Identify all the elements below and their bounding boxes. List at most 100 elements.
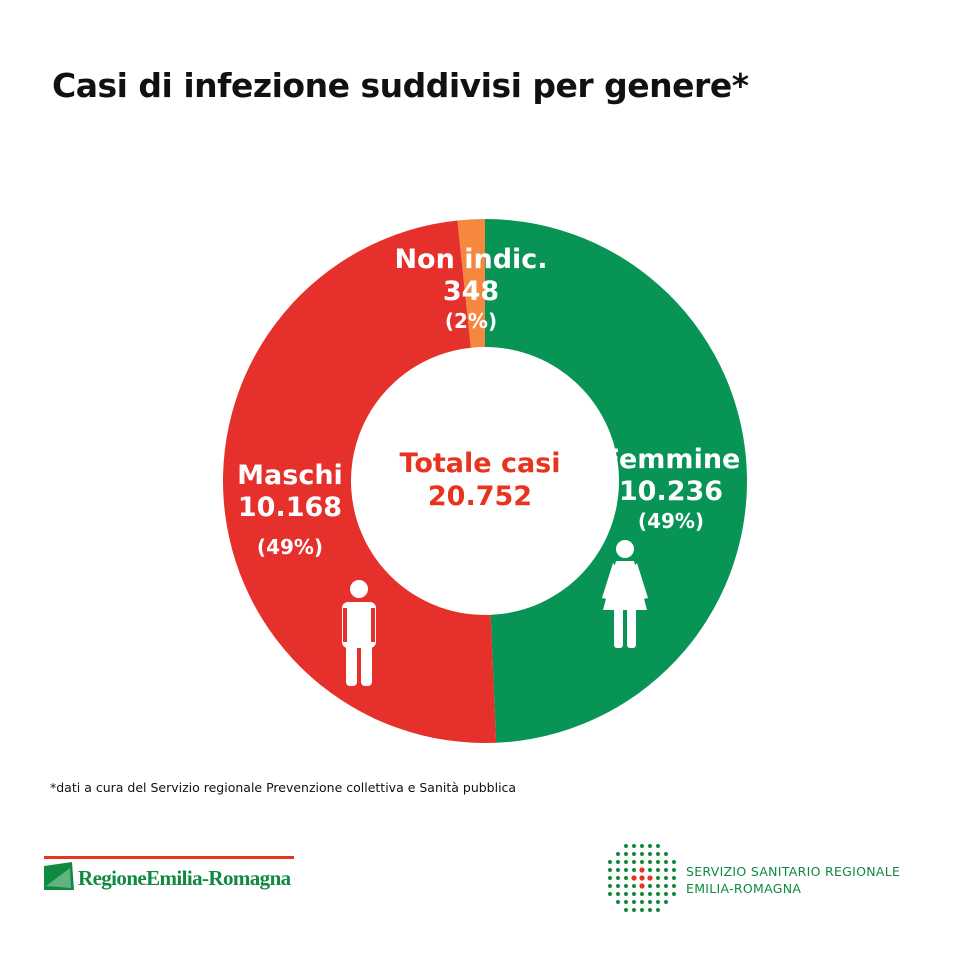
slice-percent-maschi: (49%) (256, 534, 324, 559)
donut-slice-non-indic (457, 219, 485, 348)
ssr-logo-dot (656, 844, 660, 848)
ssr-logo-dot (656, 884, 660, 888)
total-cases-value: 20.752 (427, 480, 533, 512)
slice-value-non-indicato: 348 (442, 275, 500, 307)
ssr-logo-dot (632, 844, 636, 848)
ssr-logo-dot (640, 908, 644, 912)
ssr-logo-dot (656, 868, 660, 872)
female-person-icon (602, 540, 648, 648)
ssr-logo-dot (672, 892, 676, 896)
ssr-logo-dot (631, 875, 637, 881)
slice-label-non-indicato: Non indic. 348 (2%) (388, 244, 554, 333)
ssr-logo-dot (639, 883, 645, 889)
slice-label-maschi: Maschi 10.168 (49%) (208, 460, 372, 559)
chart-title: Casi di infezione suddivisi per genere* (52, 66, 749, 105)
ssr-logo-dot (664, 860, 668, 864)
ssr-logo-dot (624, 876, 628, 880)
ssr-logo-dot (648, 908, 652, 912)
ssr-logo-dot (664, 884, 668, 888)
regione-emilia-romagna-logo: RegioneEmilia-Romagna (44, 856, 296, 896)
ssr-logo-dot (632, 860, 636, 864)
ssr-logo-dot (648, 852, 652, 856)
slice-name-non-indicato: Non indic. (394, 244, 548, 275)
ssr-logo-dot (640, 852, 644, 856)
ssr-logo-dot (632, 900, 636, 904)
ssr-logo-dot (672, 884, 676, 888)
ssr-logo-dot (616, 852, 620, 856)
ssr-logo-dot (640, 860, 644, 864)
ssr-logo-dot (672, 876, 676, 880)
ssr-logo-dot (648, 900, 652, 904)
ssr-logo-dot (608, 876, 612, 880)
ssr-logo-dot (664, 868, 668, 872)
ssr-logo-dot (672, 868, 676, 872)
ssr-logo-dot (640, 844, 644, 848)
regione-logo-text: RegioneEmilia-Romagna (78, 866, 291, 890)
ssr-logo-dot (664, 852, 668, 856)
donut-slices (223, 219, 747, 743)
ssr-logo-dot (656, 876, 660, 880)
ssr-logo-dot (616, 868, 620, 872)
ssr-logo-line2: EMILIA-ROMAGNA (686, 881, 802, 896)
ssr-logo-line1: SERVIZIO SANITARIO REGIONALE (686, 864, 901, 879)
ssr-logo-dot (648, 860, 652, 864)
ssr-logo-dot (647, 875, 653, 881)
donut-slice-femmine (485, 219, 747, 743)
ssr-logo-dot (624, 908, 628, 912)
slice-percent-non-indicato: (2%) (444, 308, 498, 333)
ssr-logo-dot (624, 900, 628, 904)
ssr-logo-dot (624, 852, 628, 856)
ssr-logo-dot (632, 908, 636, 912)
ssr-logo-dot (616, 900, 620, 904)
ssr-logo-dot (639, 875, 645, 881)
ssr-logo-dot (616, 876, 620, 880)
slice-name-maschi: Maschi (237, 460, 343, 491)
donut-slice-maschi (223, 220, 497, 743)
ssr-logo-dot (648, 844, 652, 848)
ssr-logo-dot (648, 868, 652, 872)
ssr-logo-dot (656, 900, 660, 904)
ssr-logo-dot (624, 860, 628, 864)
ssr-logo-dot (624, 868, 628, 872)
ssr-logo-dot (639, 867, 645, 873)
slice-name-femmine: Femmine (601, 444, 741, 475)
regione-flag-icon (44, 862, 74, 890)
ssr-logo-dot (616, 884, 620, 888)
slice-label-femmine: Femmine 10.236 (49%) (596, 444, 746, 533)
ssr-logo-dot (640, 892, 644, 896)
ssr-logo-dot (656, 860, 660, 864)
slice-value-maschi: 10.168 (237, 491, 343, 523)
total-cases-caption: Totale casi (399, 448, 561, 479)
ssr-logo-dot (648, 892, 652, 896)
ssr-logo-dot (608, 892, 612, 896)
ssr-logo-dot (632, 868, 636, 872)
ssr-logo-dot (624, 892, 628, 896)
ssr-logo-dot (640, 900, 644, 904)
ssr-logo-dot (632, 852, 636, 856)
ssr-logo-dot (632, 892, 636, 896)
ssr-logo-dot (664, 892, 668, 896)
ssr-logo-dot (624, 844, 628, 848)
ssr-logo-dot (656, 852, 660, 856)
total-cases-label: Totale casi 20.752 (370, 448, 590, 514)
ssr-logo-dot (672, 860, 676, 864)
ssr-logo-dot (664, 876, 668, 880)
ssr-logo-dot (608, 884, 612, 888)
ssr-dots-icon (608, 844, 676, 912)
ssr-logo-dot (656, 908, 660, 912)
ssr-logo-dot (664, 900, 668, 904)
ssr-logo-dot (648, 884, 652, 888)
ssr-logo-dot (608, 868, 612, 872)
ssr-logo-dot (608, 860, 612, 864)
slice-value-femmine: 10.236 (618, 475, 724, 507)
footnote: *dati a cura del Servizio regionale Prev… (50, 780, 517, 795)
slice-percent-femmine: (49%) (637, 508, 705, 533)
ssr-logo-dot (632, 884, 636, 888)
ssr-logo-dot (616, 892, 620, 896)
ssr-logo-dot (616, 860, 620, 864)
ssr-logo-dot (624, 884, 628, 888)
male-person-icon (342, 580, 376, 686)
ssr-logo-dot (656, 892, 660, 896)
logo-red-bar (44, 856, 294, 859)
